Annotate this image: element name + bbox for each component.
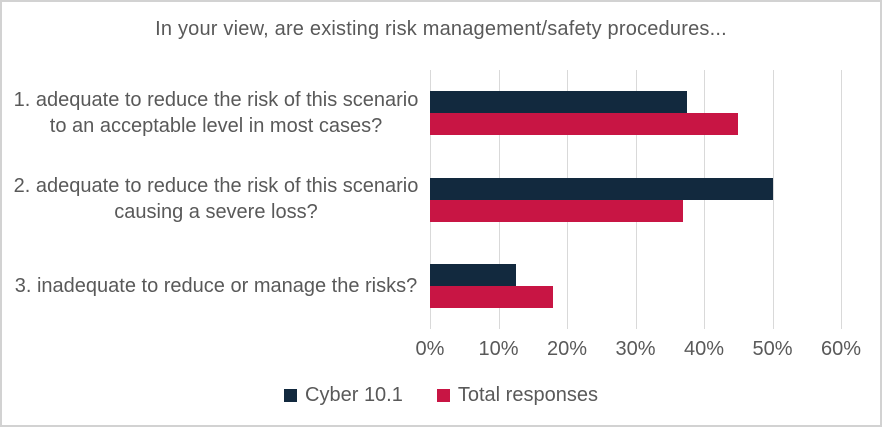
- legend-marker-total-icon: [436, 389, 450, 402]
- x-axis: 0% 10% 20% 30% 40% 50% 60%: [416, 338, 861, 366]
- bar-series1-cat1: [430, 113, 739, 136]
- legend: Cyber 10.1 Total responses: [2, 384, 880, 407]
- plot-area: [430, 70, 842, 329]
- bar-series1-cat3: [430, 285, 554, 308]
- category-label-3: 3. inadequate to reduce or manage the ri…: [14, 274, 418, 297]
- bar-series0-cat1: [430, 91, 687, 114]
- bar-series0-cat3: [430, 263, 516, 286]
- category-label-1: 1. adequate to reduce the risk of this s…: [13, 89, 419, 138]
- legend-marker-cyber-icon: [284, 389, 298, 402]
- gridline-50: [772, 70, 774, 329]
- legend-item-total: Total responses: [436, 384, 598, 407]
- chart-title: In your view, are existing risk manageme…: [155, 18, 727, 40]
- legend-item-cyber: Cyber 10.1: [284, 384, 403, 407]
- gridline-40: [704, 70, 705, 329]
- x-tick-label-30pct: 30%: [615, 338, 656, 360]
- gridline-60: [841, 70, 842, 329]
- category-axis: 1. adequate to reduce the risk of this s…: [10, 70, 422, 329]
- legend-label-total: Total responses: [457, 384, 598, 406]
- x-tick-label-0pct: 0%: [415, 338, 445, 360]
- x-tick-label-50pct: 50%: [752, 338, 793, 360]
- bar-series1-cat2: [430, 199, 684, 222]
- category-label-2: 2. adequate to reduce the risk of this s…: [13, 175, 419, 224]
- bar-series0-cat2: [430, 177, 773, 200]
- x-tick-label-40pct: 40%: [683, 338, 725, 360]
- x-tick-label-10pct: 10%: [478, 338, 519, 360]
- legend-label-cyber: Cyber 10.1: [305, 384, 403, 406]
- x-tick-label-20pct: 20%: [546, 338, 588, 360]
- x-tick-label-60pct: 60%: [820, 338, 862, 360]
